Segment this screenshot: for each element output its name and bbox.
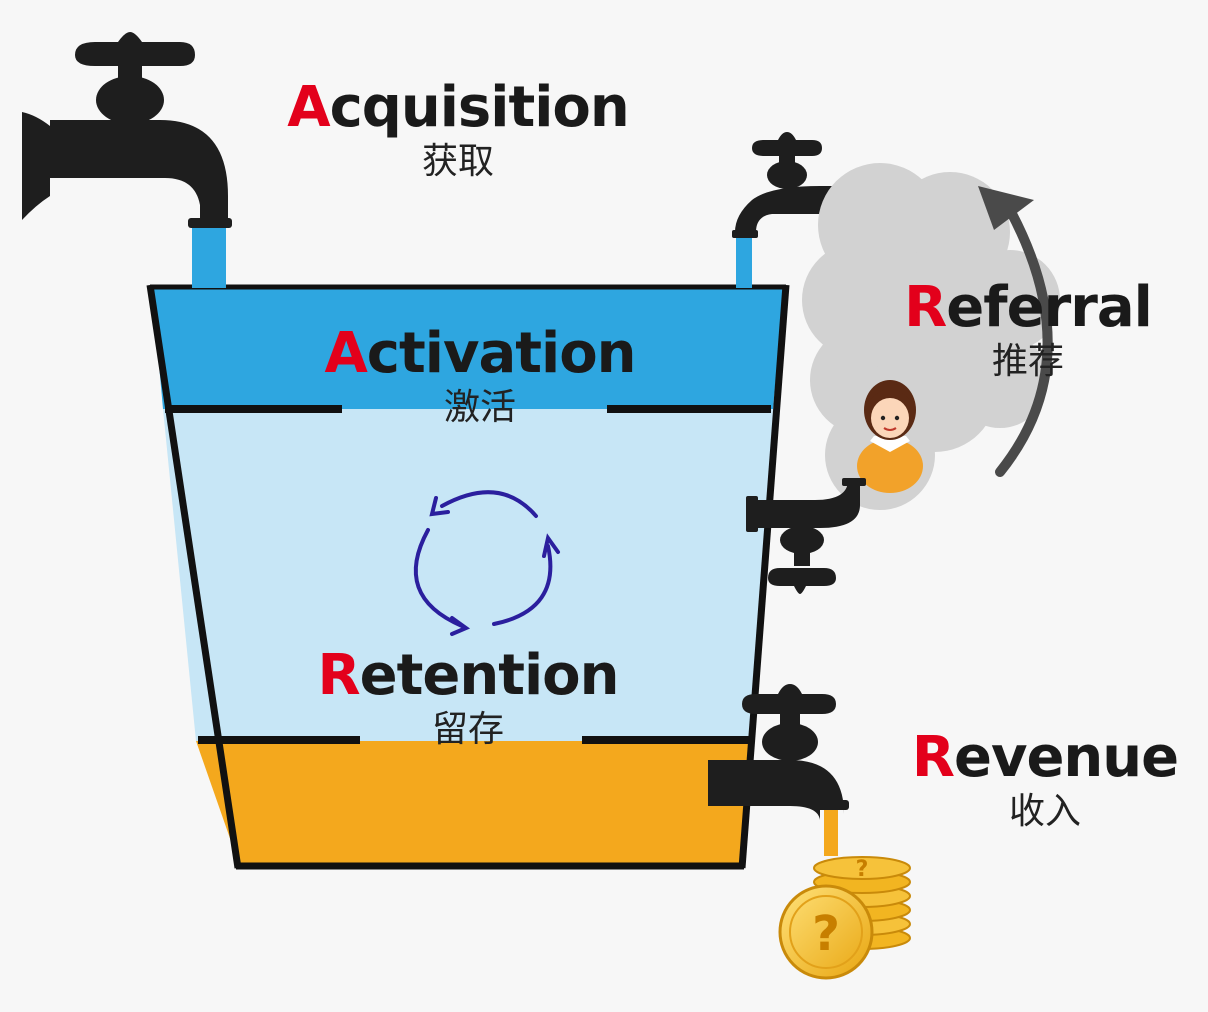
acquisition-title: Acquisition (248, 80, 668, 136)
bucket (146, 284, 790, 870)
referral-inlet-faucet-icon (732, 132, 855, 238)
activation-cn: 激活 (443, 387, 516, 428)
revenue-cn: 收入 (1008, 791, 1081, 832)
person-icon (857, 380, 923, 493)
activation-water (152, 287, 784, 409)
retention-label: Retention 留存 (258, 648, 678, 748)
activation-rest: ctivation (366, 321, 637, 386)
acquisition-initial: A (287, 75, 330, 140)
retention-initial: R (317, 643, 360, 708)
acquisition-rest: cquisition (329, 75, 630, 140)
retention-cycle-icon (413, 490, 560, 636)
retention-rest: etention (359, 643, 620, 708)
activation-title: Activation (270, 326, 690, 382)
referral-label: Referral 推荐 (878, 280, 1178, 380)
referral-initial: R (904, 275, 947, 340)
referral-stream (736, 238, 752, 288)
activation-initial: A (324, 321, 367, 386)
referral-title: Referral (878, 280, 1178, 336)
revenue-label: Revenue 收入 (890, 730, 1200, 830)
activation-label: Activation 激活 (270, 326, 690, 426)
referral-outlet-faucet-icon (746, 478, 866, 594)
retention-cn: 留存 (431, 709, 504, 750)
revenue-faucet-icon (708, 684, 849, 820)
revenue-rest: evenue (953, 725, 1179, 790)
retention-title: Retention (258, 648, 678, 704)
acquisition-faucet-icon (22, 32, 232, 228)
acquisition-stream (192, 226, 226, 288)
revenue-water (196, 741, 752, 867)
revenue-initial: R (911, 725, 955, 790)
referral-arrow-icon (978, 186, 1053, 477)
referral-cn: 推荐 (991, 341, 1064, 382)
stack-question-mark: ? (856, 857, 869, 882)
coins-icon (778, 856, 911, 980)
acquisition-cn: 获取 (421, 141, 494, 182)
revenue-title: Revenue (890, 730, 1200, 786)
revenue-stream (824, 806, 838, 856)
coin-question-mark: ? (812, 906, 840, 962)
referral-rest: eferral (946, 275, 1153, 340)
retention-water (163, 409, 773, 741)
bucket-left-wall (146, 284, 242, 869)
acquisition-label: Acquisition 获取 (248, 80, 668, 180)
